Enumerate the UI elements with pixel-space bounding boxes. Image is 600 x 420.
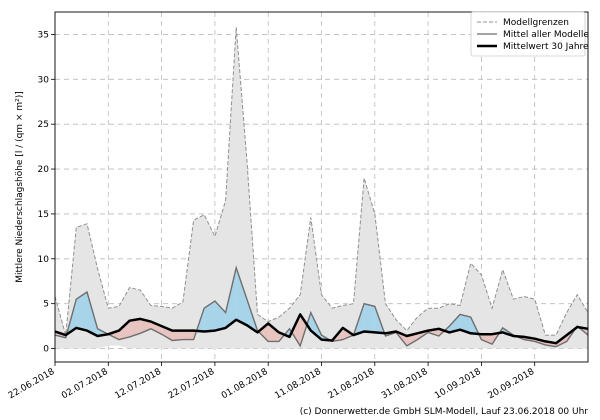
- y-axis: 0 5 10 15 20 25 30 35: [38, 30, 55, 355]
- y-tick-label: 5: [43, 300, 49, 310]
- above-normal-fill: [364, 303, 375, 333]
- x-tick-label: 11.08.2018: [273, 367, 323, 402]
- y-tick-label: 25: [38, 120, 49, 130]
- y-tick-label: 20: [38, 165, 50, 175]
- above-normal-fill: [204, 301, 215, 332]
- upper-bound-line: [54, 27, 589, 336]
- above-normal-fill: [225, 267, 237, 328]
- x-tick-label: 22.06.2018: [7, 367, 57, 402]
- x-tick-label: 22.07.2018: [167, 367, 217, 402]
- x-tick-label: 02.07.2018: [60, 367, 110, 402]
- x-tick-label: 21.08.2018: [327, 367, 377, 402]
- x-tick-label: 20.09.2018: [487, 367, 537, 402]
- credit-text: (c) Donnerwetter.de GmbH SLM-Modell, Lau…: [300, 407, 589, 417]
- x-tick-label: 01.08.2018: [220, 367, 270, 402]
- legend-label-mean: Mittel aller Modelle: [503, 30, 589, 40]
- series-lines: [54, 27, 589, 348]
- y-tick-label: 30: [38, 75, 50, 85]
- legend: Modellgrenzen Mittel aller Modelle Mitte…: [470, 11, 589, 57]
- climatology-30-year-line: [54, 313, 589, 345]
- below-normal-fill: [119, 320, 130, 340]
- x-tick-label: 12.07.2018: [113, 367, 163, 402]
- model-envelope-area: [55, 27, 588, 349]
- legend-label-bounds: Modellgrenzen: [503, 18, 569, 28]
- below-normal-fill: [129, 318, 141, 337]
- y-tick-label: 15: [38, 210, 49, 220]
- below-normal-fill: [108, 330, 119, 340]
- x-tick-label: 31.08.2018: [380, 367, 430, 402]
- above-normal-fill: [76, 292, 87, 331]
- x-tick-label: 10.09.2018: [433, 367, 483, 402]
- y-axis-label: Mittlere Niederschlagshöhe [l / (qm × m²…: [15, 91, 25, 282]
- y-tick-label: 10: [38, 255, 50, 265]
- x-axis: 22.06.2018 02.07.2018 12.07.2018 22.07.2018…: [7, 362, 537, 402]
- below-normal-fill: [258, 323, 269, 342]
- y-tick-label: 35: [38, 30, 49, 40]
- below-normal-fill: [481, 334, 493, 345]
- below-normal-fill: [182, 330, 194, 340]
- below-normal-fill: [172, 330, 183, 341]
- above-normal-fill: [449, 314, 461, 333]
- model-envelope: [55, 27, 588, 349]
- legend-box: [470, 11, 586, 57]
- above-normal-fill: [214, 301, 226, 331]
- above-normal-fill: [236, 267, 247, 326]
- legend-label-climatology: Mittelwert 30 Jahre: [503, 42, 589, 52]
- above-normal-fill: [460, 314, 471, 334]
- below-normal-fill: [150, 321, 162, 335]
- y-tick-label: 0: [43, 345, 49, 355]
- below-normal-fill: [268, 323, 279, 342]
- below-normal-fill: [291, 314, 301, 346]
